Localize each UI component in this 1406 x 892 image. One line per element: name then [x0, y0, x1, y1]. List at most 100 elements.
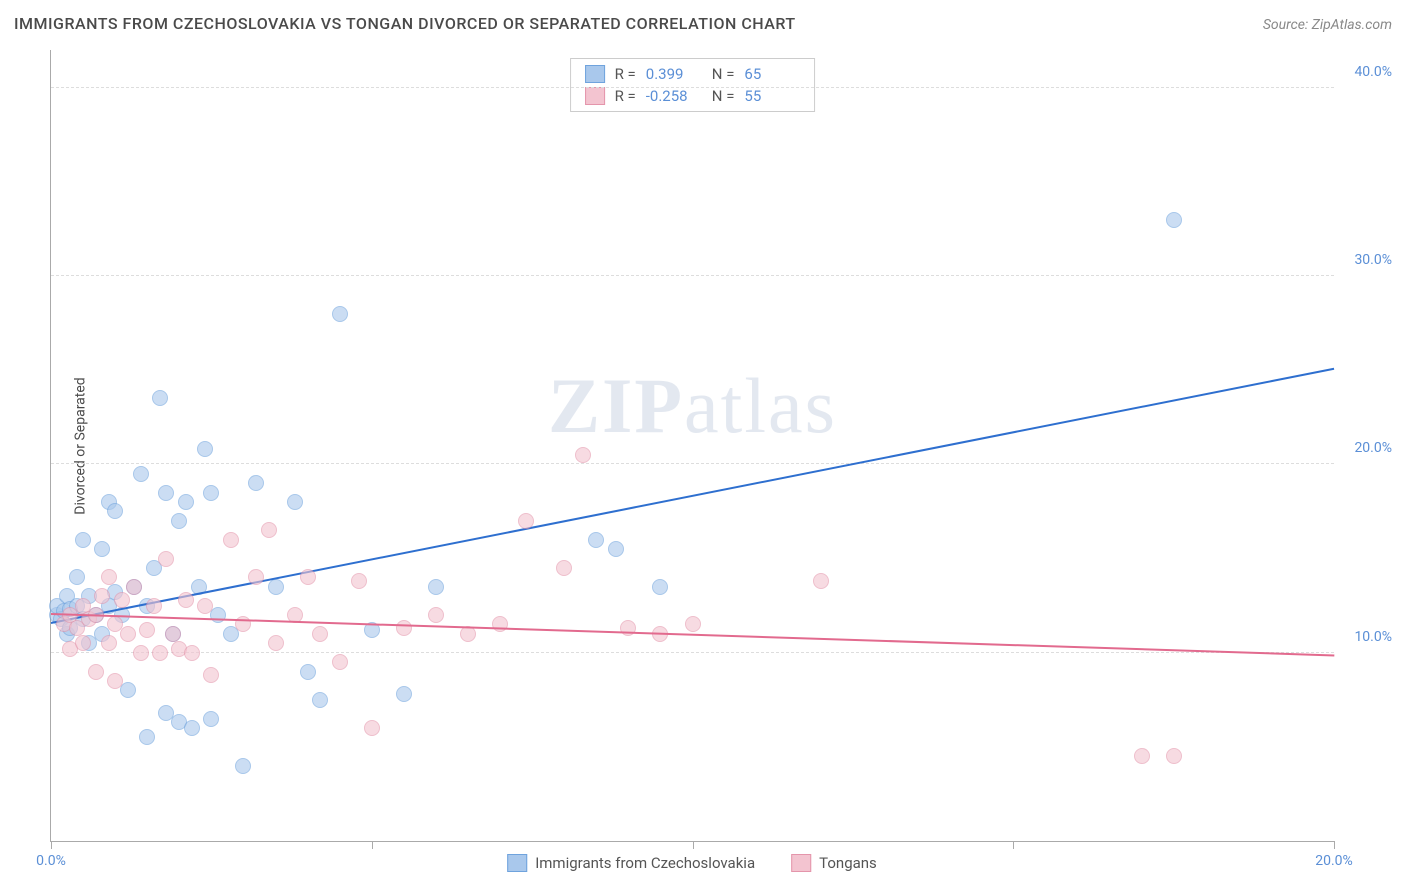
data-point	[332, 306, 348, 322]
legend-swatch-0	[585, 65, 605, 83]
data-point	[428, 607, 444, 623]
legend-N-value-0: 65	[744, 65, 800, 83]
data-point	[139, 729, 155, 745]
data-point	[1166, 748, 1182, 764]
data-point	[120, 626, 136, 642]
series-legend: Immigrants from Czechoslovakia Tongans	[507, 854, 877, 872]
y-tick-label: 10.0%	[1354, 629, 1392, 645]
data-point	[608, 541, 624, 557]
data-point	[133, 466, 149, 482]
data-point	[165, 626, 181, 642]
data-point	[203, 667, 219, 683]
data-point	[197, 441, 213, 457]
data-point	[652, 579, 668, 595]
data-point	[685, 616, 701, 632]
data-point	[1134, 748, 1150, 764]
data-point	[396, 620, 412, 636]
data-point	[364, 720, 380, 736]
data-point	[268, 579, 284, 595]
gridline-h	[51, 87, 1334, 88]
gridline-h	[51, 652, 1334, 653]
data-point	[178, 592, 194, 608]
y-tick-label: 40.0%	[1354, 64, 1392, 80]
data-point	[75, 532, 91, 548]
legend-N-label-0: N =	[712, 65, 735, 83]
legend-R-value-1: -0.258	[646, 87, 702, 105]
data-point	[171, 513, 187, 529]
data-point	[261, 522, 277, 538]
data-point	[139, 622, 155, 638]
plot-area: ZIPatlas R = 0.399 N = 65 R = -0.258 N =…	[50, 50, 1334, 842]
data-point	[69, 569, 85, 585]
series-legend-swatch-0	[507, 854, 527, 872]
series-legend-label-1: Tongans	[819, 854, 877, 872]
gridline-h	[51, 463, 1334, 464]
x-tick-label: 0.0%	[36, 853, 66, 869]
legend-row-series-0: R = 0.399 N = 65	[585, 63, 801, 85]
legend-R-label-0: R =	[615, 65, 636, 83]
source-attribution: Source: ZipAtlas.com	[1263, 14, 1392, 33]
data-point	[300, 569, 316, 585]
data-point	[178, 494, 194, 510]
data-point	[75, 635, 91, 651]
data-point	[588, 532, 604, 548]
data-point	[351, 573, 367, 589]
data-point	[235, 758, 251, 774]
data-point	[88, 664, 104, 680]
watermark: ZIPatlas	[548, 361, 837, 451]
gridline-h	[51, 275, 1334, 276]
data-point	[248, 475, 264, 491]
data-point	[312, 626, 328, 642]
data-point	[312, 692, 328, 708]
data-point	[287, 494, 303, 510]
data-point	[126, 579, 142, 595]
chart-container: Divorced or Separated ZIPatlas R = 0.399…	[50, 50, 1334, 842]
correlation-legend: R = 0.399 N = 65 R = -0.258 N = 55	[570, 58, 816, 112]
legend-row-series-1: R = -0.258 N = 55	[585, 85, 801, 107]
x-tick	[1013, 841, 1014, 849]
source-prefix: Source:	[1263, 17, 1312, 33]
data-point	[107, 503, 123, 519]
series-legend-item-1: Tongans	[791, 854, 877, 872]
data-point	[203, 711, 219, 727]
x-tick	[693, 841, 694, 849]
data-point	[203, 485, 219, 501]
data-point	[813, 573, 829, 589]
x-tick	[51, 841, 52, 849]
data-point	[94, 588, 110, 604]
data-point	[152, 645, 168, 661]
data-point	[556, 560, 572, 576]
data-point	[248, 569, 264, 585]
data-point	[197, 598, 213, 614]
trend-line	[51, 368, 1334, 624]
data-point	[300, 664, 316, 680]
data-point	[101, 635, 117, 651]
data-point	[158, 551, 174, 567]
data-point	[94, 541, 110, 557]
data-point	[158, 485, 174, 501]
data-point	[518, 513, 534, 529]
data-point	[133, 645, 149, 661]
x-tick	[372, 841, 373, 849]
x-tick-label: 20.0%	[1315, 853, 1353, 869]
legend-R-value-0: 0.399	[646, 65, 702, 83]
watermark-part2: atlas	[684, 362, 837, 449]
data-point	[114, 592, 130, 608]
data-point	[268, 635, 284, 651]
data-point	[184, 645, 200, 661]
y-tick-label: 20.0%	[1354, 440, 1392, 456]
data-point	[120, 682, 136, 698]
watermark-part1: ZIP	[548, 362, 684, 449]
legend-N-label-1: N =	[712, 87, 735, 105]
data-point	[146, 598, 162, 614]
data-point	[184, 720, 200, 736]
data-point	[101, 569, 117, 585]
series-legend-label-0: Immigrants from Czechoslovakia	[535, 854, 755, 872]
data-point	[223, 532, 239, 548]
series-legend-item-0: Immigrants from Czechoslovakia	[507, 854, 755, 872]
series-legend-swatch-1	[791, 854, 811, 872]
data-point	[396, 686, 412, 702]
legend-R-label-1: R =	[615, 87, 636, 105]
y-tick-label: 30.0%	[1354, 252, 1392, 268]
data-point	[152, 390, 168, 406]
